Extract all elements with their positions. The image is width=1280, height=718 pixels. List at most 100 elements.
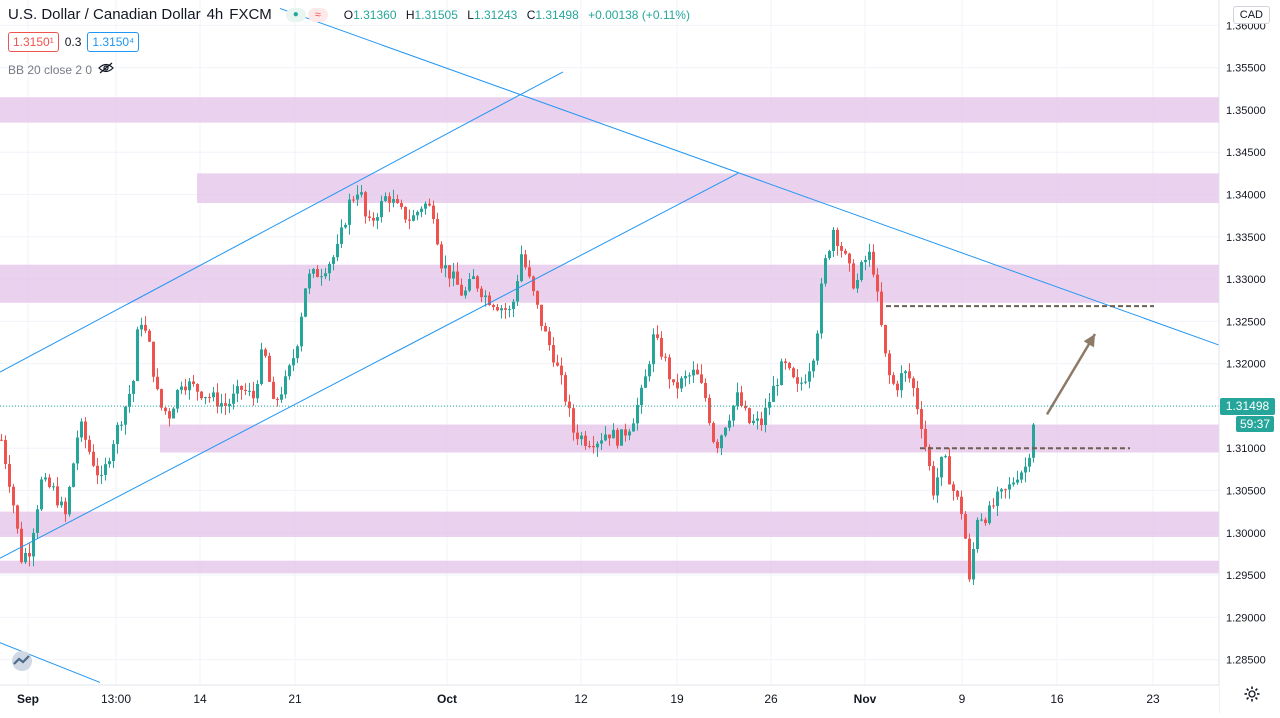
candle-body	[456, 271, 459, 285]
candle-body	[408, 219, 411, 221]
candle-body	[216, 392, 219, 407]
exchange-label: FXCM	[229, 6, 272, 23]
candle-body	[696, 369, 699, 375]
price-scale-bg	[1219, 0, 1280, 713]
time-tick-label: Sep	[17, 692, 39, 706]
sr-zone	[197, 173, 1219, 203]
candle-body	[480, 288, 483, 298]
candle-body	[256, 383, 259, 399]
candle-body	[212, 392, 215, 398]
eye-hidden-icon[interactable]	[98, 62, 114, 77]
candle-body	[328, 263, 331, 274]
tradingview-logo-icon[interactable]	[8, 650, 36, 672]
candle-body	[796, 377, 799, 384]
indicator-label[interactable]: BB 20 close 2 0	[8, 62, 93, 77]
currency-badge[interactable]: CAD	[1232, 6, 1270, 24]
price-tick-label: 1.29000	[1226, 612, 1266, 624]
candle-body	[272, 381, 275, 399]
candle-body	[632, 423, 635, 432]
settings-gear-icon[interactable]	[1244, 686, 1260, 707]
price-tick-label: 1.28500	[1226, 655, 1266, 667]
candle-body	[404, 206, 407, 220]
candle-body	[16, 505, 19, 529]
trendline	[279, 7, 1220, 346]
candle-body	[532, 276, 535, 292]
price-tick-label: 1.35500	[1226, 63, 1266, 75]
candle-body	[644, 376, 647, 388]
indicator-legend[interactable]: BB 20 close 2 0	[8, 62, 114, 77]
candle-body	[944, 456, 947, 458]
candle-body	[888, 353, 891, 376]
trendlines	[0, 7, 1220, 683]
candle-body	[924, 428, 927, 447]
candle-body	[956, 490, 959, 497]
candle-body	[996, 491, 999, 507]
candle-body	[892, 375, 895, 384]
candle-body	[544, 326, 547, 332]
candle-body	[292, 358, 295, 366]
candle-body	[12, 486, 15, 506]
candle-body	[744, 405, 747, 409]
candle-body	[616, 429, 619, 446]
candle-body	[240, 386, 243, 390]
candle-body	[724, 427, 727, 436]
candle-body	[108, 461, 111, 465]
candle-body	[852, 263, 855, 289]
candle-body	[736, 392, 739, 406]
candle-body	[440, 244, 443, 269]
trendline	[0, 642, 101, 683]
candle-body	[304, 288, 307, 317]
candle-body	[800, 382, 803, 384]
symbol-legend[interactable]: U.S. Dollar / Canadian Dollar 4h FXCM ● …	[8, 6, 696, 23]
candle-body	[872, 251, 875, 275]
candle-body	[64, 501, 67, 515]
candle-body	[324, 273, 327, 277]
candle-body	[4, 439, 7, 464]
price-tick-label: 1.35000	[1226, 105, 1266, 117]
candle-body	[844, 250, 847, 254]
price-tick-label: 1.33500	[1226, 232, 1266, 244]
candle-body	[476, 276, 479, 289]
sell-button[interactable]: 1.3150¹	[8, 32, 59, 52]
candle-body	[464, 290, 467, 296]
price-tick-label: 1.30500	[1226, 485, 1266, 497]
candle-body	[388, 196, 391, 203]
time-scale: Sep 13:00 14 21 Oct 12 19 26 Nov 9 16 23	[0, 684, 1219, 713]
candle-body	[784, 361, 787, 363]
candle-body	[452, 271, 455, 279]
interval-label[interactable]: 4h	[206, 6, 224, 23]
candle-body	[92, 451, 95, 466]
time-tick-label: Nov	[854, 692, 877, 706]
candle-body	[36, 509, 39, 533]
candle-body	[244, 389, 247, 391]
candle-body	[752, 420, 755, 424]
candle-body	[224, 403, 227, 406]
candle-body	[536, 291, 539, 305]
candle-body	[832, 229, 835, 251]
candle-body	[868, 251, 871, 260]
price-tick-label: 1.33000	[1226, 274, 1266, 286]
candle-body	[24, 553, 27, 563]
time-tick-label: 19	[670, 692, 684, 706]
price-tick-label: 1.32500	[1226, 316, 1266, 328]
candle-body	[812, 360, 815, 372]
candle-body	[80, 421, 83, 438]
candle-body	[840, 246, 843, 251]
symbol-title[interactable]: U.S. Dollar / Canadian Dollar	[8, 6, 201, 23]
candle-body	[952, 484, 955, 491]
candle-body	[124, 406, 127, 425]
candle-body	[720, 435, 723, 449]
candle-body	[84, 421, 87, 440]
candle-body	[668, 357, 671, 380]
candle-body	[516, 281, 519, 302]
last-price-label: 1.31498	[1220, 398, 1275, 415]
candle-body	[188, 381, 191, 391]
buy-button[interactable]: 1.3150⁴	[87, 32, 140, 52]
candle-body	[524, 254, 527, 268]
candle-body	[1012, 482, 1015, 485]
candle-body	[48, 477, 51, 487]
candle-body	[384, 196, 387, 201]
candle-body	[368, 216, 371, 218]
